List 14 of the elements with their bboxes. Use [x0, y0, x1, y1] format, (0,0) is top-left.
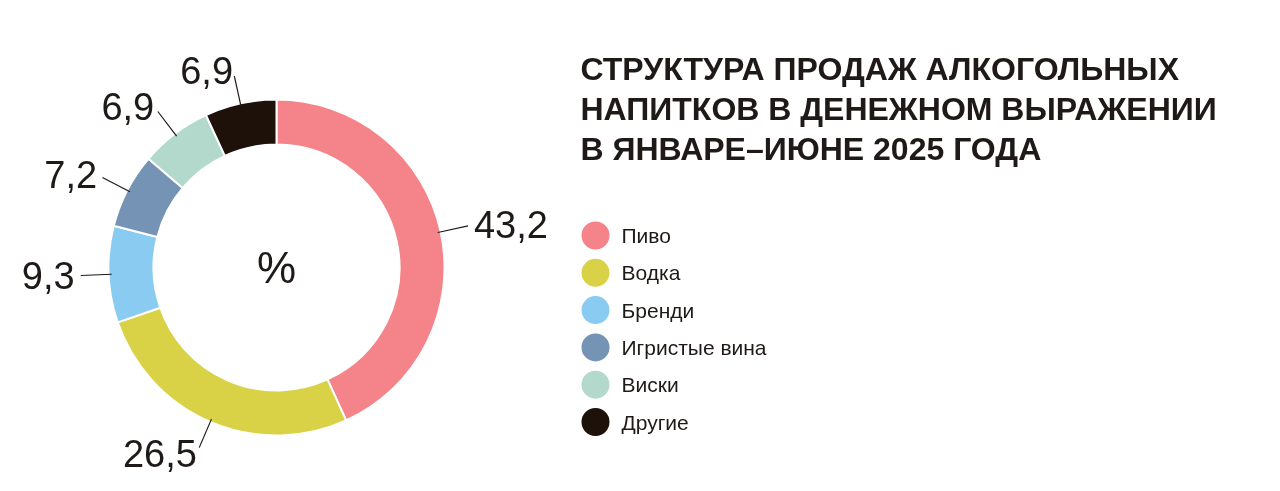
data-label: 7,2 — [44, 154, 98, 197]
data-label: 6,9 — [101, 86, 155, 129]
legend-label: Виски — [621, 373, 679, 397]
legend-label: Водка — [621, 261, 681, 285]
data-label: 9,3 — [21, 255, 75, 298]
text: СТРУКТУРА ПРОДАЖ АЛКОГОЛЬНЫХ НАПИТКОВ В ДЕНЕЖНОМ ВЫРАЖЕНИИ В ЯНВАРЕ–ИЮНЕ 2025 ГОДА — [580, 50, 1217, 168]
legend-label: Игристые вина — [621, 335, 767, 359]
data-label: 43,2 — [473, 204, 548, 247]
text: % — [256, 243, 297, 292]
legend-label: Бренди — [621, 298, 695, 322]
legend-label: Пиво — [621, 224, 671, 247]
legend-label: Другие — [621, 410, 689, 434]
data-label: 6,9 — [180, 49, 234, 92]
data-label: 26,5 — [122, 432, 197, 475]
